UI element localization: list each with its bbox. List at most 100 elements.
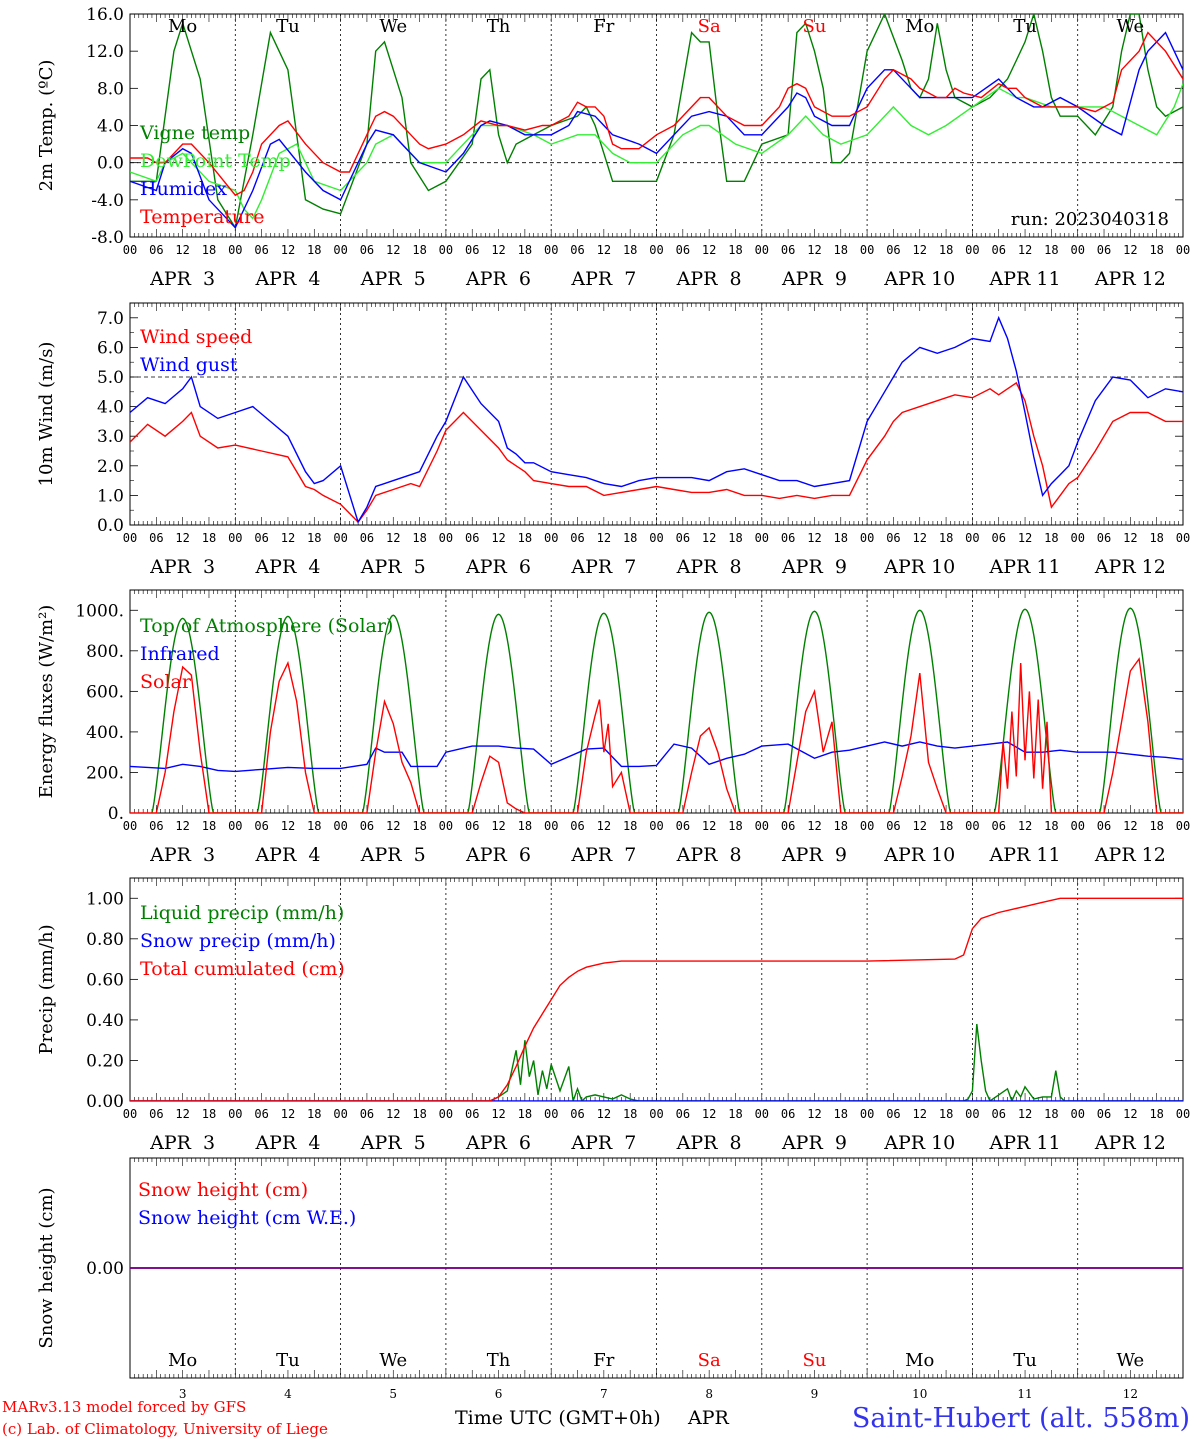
- y-tick-label: 7.0: [97, 309, 124, 329]
- hour-label: 06: [991, 1107, 1005, 1121]
- hour-label: 12: [1018, 243, 1032, 257]
- hour-label: 00: [860, 531, 874, 545]
- hour-label: 12: [175, 1107, 189, 1121]
- hour-label: 18: [834, 531, 848, 545]
- hour-label: 12: [597, 243, 611, 257]
- hour-label: 06: [1097, 531, 1111, 545]
- hour-label: 18: [1149, 1107, 1163, 1121]
- hour-label: 12: [1123, 819, 1137, 833]
- hour-label: 00: [439, 531, 453, 545]
- y-tick-label: 0.00: [86, 1092, 124, 1112]
- hour-label: 18: [518, 531, 532, 545]
- day-number: 9: [811, 1387, 819, 1401]
- date-label: APR 12: [1094, 556, 1166, 578]
- series-line-wind-gust: [130, 315, 1183, 524]
- y-tick-label: 0.20: [86, 1051, 124, 1071]
- time-axis-title: Time UTC (GMT+0h): [455, 1407, 661, 1429]
- hour-label: 00: [439, 243, 453, 257]
- date-label: APR 5: [360, 556, 426, 578]
- hour-label: 18: [202, 819, 216, 833]
- run-label: run: 2023040318: [1011, 209, 1169, 230]
- date-label: APR 5: [360, 844, 426, 866]
- hour-label: 18: [307, 243, 321, 257]
- hour-label: 00: [755, 819, 769, 833]
- series-line-temperature: [130, 31, 1183, 197]
- hour-label: 00: [649, 1107, 663, 1121]
- date-label: APR 5: [360, 268, 426, 290]
- hour-label: 06: [570, 243, 584, 257]
- hour-label: 00: [228, 819, 242, 833]
- footer: MARv3.13 model forced by GFS (c) Lab. of…: [2, 1398, 1190, 1438]
- date-label: APR 8: [676, 844, 742, 866]
- hour-label: 18: [202, 243, 216, 257]
- hour-label: 06: [781, 531, 795, 545]
- hour-label: 00: [228, 1107, 242, 1121]
- hour-label: 12: [597, 531, 611, 545]
- hour-label: 00: [333, 819, 347, 833]
- day-name: Mo: [168, 1350, 197, 1371]
- date-label: APR 4: [254, 556, 320, 578]
- hour-label: 12: [281, 1107, 295, 1121]
- y-tick-label: 0.0: [97, 154, 124, 174]
- hour-label: 12: [597, 1107, 611, 1121]
- date-label: APR 5: [360, 1132, 426, 1154]
- hour-label: 18: [202, 531, 216, 545]
- hour-label: 18: [412, 819, 426, 833]
- hour-label: 06: [781, 1107, 795, 1121]
- date-label: APR 6: [465, 844, 531, 866]
- hour-label: 12: [702, 1107, 716, 1121]
- y-tick-label: 600.: [86, 682, 124, 702]
- date-label: APR 11: [989, 556, 1061, 578]
- y-tick-label: -4.0: [91, 191, 124, 211]
- date-label: APR 9: [781, 556, 847, 578]
- hour-label: 06: [781, 243, 795, 257]
- hour-label: 18: [623, 819, 637, 833]
- hour-label: 06: [991, 531, 1005, 545]
- hour-label: 12: [807, 1107, 821, 1121]
- hour-label: 18: [939, 1107, 953, 1121]
- hour-label: 18: [1044, 531, 1058, 545]
- hour-label: 00: [965, 531, 979, 545]
- legend-wind-gust: Wind gust: [140, 354, 238, 376]
- legend-solar: Solar: [140, 671, 192, 693]
- day-number: 11: [1017, 1387, 1032, 1401]
- hour-label: 00: [544, 243, 558, 257]
- hour-label: 00: [228, 243, 242, 257]
- day-name: Su: [802, 1350, 826, 1371]
- hour-label: 18: [412, 243, 426, 257]
- date-label: APR 7: [570, 556, 636, 578]
- date-label: APR 7: [570, 268, 636, 290]
- legend-liquid-precip-mm-h: Liquid precip (mm/h): [140, 902, 344, 924]
- hour-label: 18: [518, 243, 532, 257]
- hour-label: 00: [123, 819, 137, 833]
- hour-label: 00: [228, 531, 242, 545]
- day-number: 6: [495, 1387, 503, 1401]
- series-line-infrared: [130, 741, 1183, 773]
- y-axis-label: 2m Temp. (ºC): [36, 60, 57, 192]
- hour-label: 00: [123, 243, 137, 257]
- y-axis-label: Snow height (cm): [36, 1187, 57, 1348]
- hour-label: 12: [281, 531, 295, 545]
- hour-label: 06: [570, 531, 584, 545]
- hour-label: 12: [597, 819, 611, 833]
- date-label: APR 6: [465, 556, 531, 578]
- hour-label: 12: [702, 531, 716, 545]
- hour-label: 12: [386, 1107, 400, 1121]
- date-label: APR 3: [149, 844, 215, 866]
- date-label: APR 9: [781, 268, 847, 290]
- hour-label: 18: [728, 243, 742, 257]
- day-name: Fr: [593, 16, 614, 37]
- hour-label: 06: [886, 531, 900, 545]
- hour-label: 18: [834, 819, 848, 833]
- day-number: 8: [705, 1387, 713, 1401]
- date-label: APR 7: [570, 1132, 636, 1154]
- hour-label: 00: [333, 243, 347, 257]
- panel-3: 0. 200. 400. 600. 800. 1000. Energy fluxes (W/…: [36, 589, 1190, 866]
- hour-label: 12: [386, 243, 400, 257]
- y-axis-label: Energy fluxes (W/m²): [36, 605, 57, 799]
- day-name: Mo: [905, 1350, 934, 1371]
- hour-label: 12: [1018, 531, 1032, 545]
- y-tick-label: 200.: [86, 763, 124, 783]
- date-label: APR 3: [149, 268, 215, 290]
- hour-label: 06: [254, 819, 268, 833]
